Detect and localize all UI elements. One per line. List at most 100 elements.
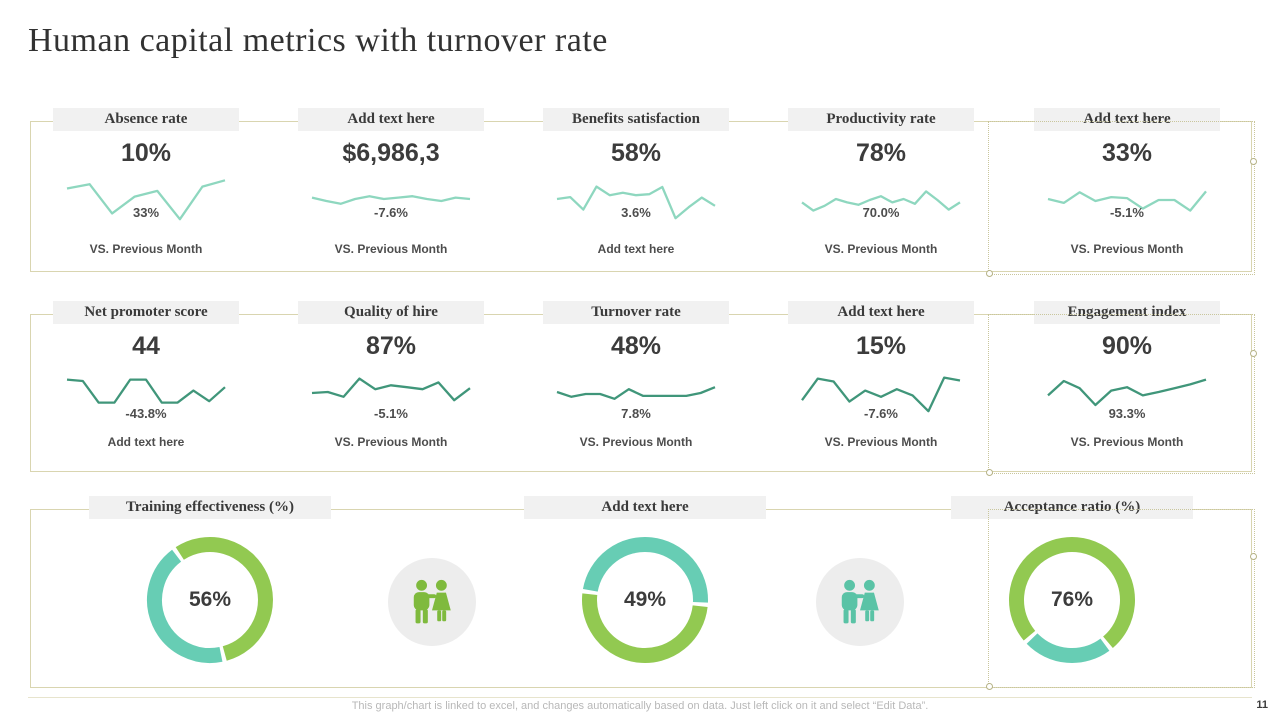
selection-handle[interactable] — [986, 469, 993, 476]
donut-header-tab[interactable]: Add text here — [524, 496, 766, 519]
donut-rings — [147, 537, 273, 663]
sparkline-chart[interactable] — [64, 171, 228, 229]
footer-divider — [28, 697, 1252, 698]
kpi-card[interactable]: 90% 93.3% VS. Previous Month — [1017, 314, 1237, 472]
donut-rings — [582, 537, 708, 663]
sparkline-path — [311, 377, 471, 402]
kpi-card[interactable]: 58% 3.6% Add text here — [526, 121, 746, 272]
card-header-tab[interactable]: Productivity rate — [788, 108, 974, 131]
sparkline-chart[interactable] — [309, 171, 473, 229]
sparkline-chart[interactable] — [1045, 171, 1209, 229]
kpi-value: 15% — [855, 332, 907, 360]
sparkline-chart[interactable] — [1045, 364, 1209, 422]
donut-header-tab[interactable]: Training effectiveness (%) — [89, 496, 331, 519]
kpi-card[interactable]: 44 -43.8% Add text here — [36, 314, 256, 472]
kpi-delta: 93.3% — [1108, 406, 1146, 421]
donut-chart[interactable]: 76% — [1006, 534, 1138, 666]
selection-handle[interactable] — [1250, 158, 1257, 165]
card-header-tab[interactable]: Quality of hire — [298, 301, 484, 324]
sparkline-path — [1047, 190, 1207, 212]
card-header-tab[interactable]: Add text here — [1034, 108, 1220, 131]
sparkline-path — [556, 386, 716, 400]
card-header-tab[interactable]: Add text here — [298, 108, 484, 131]
kpi-row-box — [30, 121, 1252, 272]
kpi-caption: VS. Previous Month — [334, 435, 448, 449]
kpi-value: 44 — [132, 332, 160, 360]
sparkline-path — [66, 179, 226, 221]
kpi-delta: 7.8% — [621, 406, 651, 421]
kpi-delta: -5.1% — [374, 406, 408, 421]
card-header-tab[interactable]: Add text here — [788, 301, 974, 324]
donut-segment-rest — [1026, 633, 1110, 663]
donut-chart[interactable]: 49% — [579, 534, 711, 666]
couple-icon-green[interactable] — [388, 558, 476, 646]
kpi-value: 48% — [610, 332, 662, 360]
sparkline-chart[interactable] — [799, 364, 963, 422]
kpi-card[interactable]: 87% -5.1% VS. Previous Month — [281, 314, 501, 472]
page-title: Human capital metrics with turnover rate — [28, 22, 608, 59]
kpi-delta: -5.1% — [1110, 205, 1144, 220]
card-header-tab[interactable]: Turnover rate — [543, 301, 729, 324]
kpi-card[interactable]: 48% 7.8% VS. Previous Month — [526, 314, 746, 472]
selection-handle[interactable] — [986, 270, 993, 277]
kpi-delta: -43.8% — [125, 406, 167, 421]
kpi-value: 87% — [365, 332, 417, 360]
donut-segment-rest — [147, 549, 223, 663]
kpi-value: 58% — [610, 139, 662, 167]
kpi-card[interactable]: $6,986,3 -7.6% VS. Previous Month — [281, 121, 501, 272]
kpi-value: 10% — [120, 139, 172, 167]
sparkline-path — [801, 190, 961, 212]
sparkline-path — [556, 185, 716, 220]
sparkline-chart[interactable] — [64, 364, 228, 422]
kpi-value: 33% — [1101, 139, 1153, 167]
sparkline-chart[interactable] — [309, 364, 473, 422]
selection-outline[interactable] — [986, 121, 1257, 277]
kpi-card[interactable]: 33% -5.1% VS. Previous Month — [1017, 121, 1237, 272]
footer-note: This graph/chart is linked to excel, and… — [351, 700, 929, 712]
card-header-tab[interactable]: Benefits satisfaction — [543, 108, 729, 131]
sparkline-chart[interactable] — [554, 171, 718, 229]
sparkline-chart[interactable] — [799, 171, 963, 229]
kpi-caption: VS. Previous Month — [1070, 435, 1184, 449]
donut-header-tab[interactable]: Acceptance ratio (%) — [951, 496, 1193, 519]
kpi-delta: 33% — [132, 205, 160, 220]
card-header-tab[interactable]: Net promoter score — [53, 301, 239, 324]
kpi-card[interactable]: 15% -7.6% VS. Previous Month — [771, 314, 991, 472]
kpi-caption: VS. Previous Month — [824, 242, 938, 256]
donut-chart[interactable]: 56% — [144, 534, 276, 666]
card-header-tab[interactable]: Engagement index — [1034, 301, 1220, 324]
kpi-caption: VS. Previous Month — [334, 242, 448, 256]
kpi-caption: Add text here — [107, 435, 185, 449]
page-number: 11 — [1256, 699, 1268, 711]
kpi-delta: 70.0% — [862, 205, 900, 220]
donut-center-label: 56% — [188, 588, 232, 611]
couple-icon — [841, 579, 879, 624]
kpi-caption: Add text here — [597, 242, 675, 256]
kpi-delta: 3.6% — [621, 205, 651, 220]
kpi-value: $6,986,3 — [342, 139, 440, 167]
donut-center-label: 49% — [623, 588, 667, 611]
sparkline-path — [1047, 378, 1207, 407]
selection-handle[interactable] — [1250, 350, 1257, 357]
selection-outline[interactable] — [986, 314, 1257, 476]
couple-icon-teal[interactable] — [816, 558, 904, 646]
selection-outline[interactable] — [986, 509, 1257, 690]
kpi-value: 78% — [855, 139, 907, 167]
kpi-row-box — [30, 314, 1252, 472]
card-header-tab[interactable]: Absence rate — [53, 108, 239, 131]
selection-handle[interactable] — [1250, 553, 1257, 560]
kpi-card[interactable]: 78% 70.0% VS. Previous Month — [771, 121, 991, 272]
sparkline-chart[interactable] — [554, 364, 718, 422]
donut-segment-highlight — [1009, 537, 1135, 648]
donut-center-label: 76% — [1050, 588, 1094, 611]
kpi-delta: -7.6% — [864, 406, 898, 421]
kpi-card[interactable]: 10% 33% VS. Previous Month — [36, 121, 256, 272]
kpi-delta: -7.6% — [374, 205, 408, 220]
donut-segment-rest — [582, 593, 708, 663]
sparkline-path — [311, 195, 471, 205]
couple-icon — [413, 579, 451, 624]
donut-segment-highlight — [582, 537, 708, 603]
selection-handle[interactable] — [986, 683, 993, 690]
kpi-value: 90% — [1101, 332, 1153, 360]
sparkline-path — [801, 376, 961, 413]
